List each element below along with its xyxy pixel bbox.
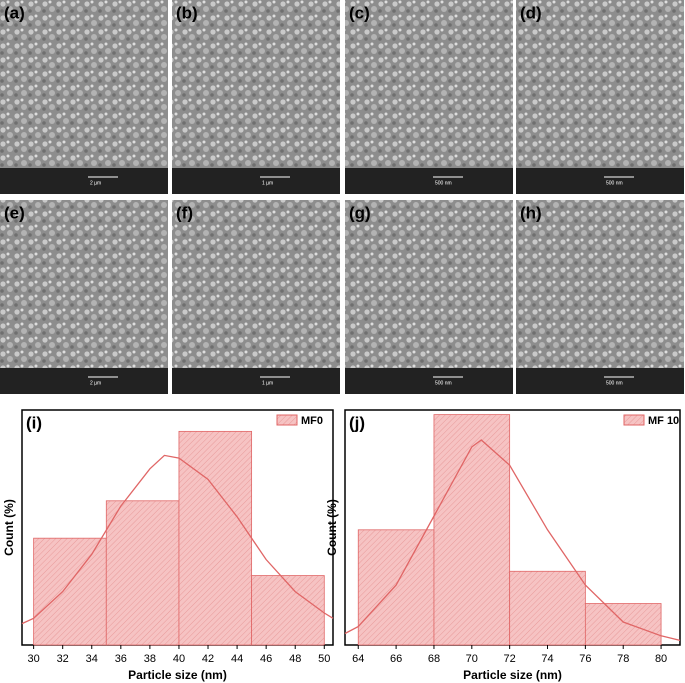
sem-info-bar	[0, 368, 168, 394]
x-tick-label: 50	[318, 653, 330, 665]
sem-image	[345, 0, 513, 194]
legend-label: MF0	[301, 415, 323, 427]
panel-label: (g)	[349, 203, 371, 222]
sem-scale: 2 µm	[90, 180, 101, 186]
sem-scale: 1 µm	[262, 380, 273, 386]
bar	[33, 537, 107, 646]
panel-label: (a)	[4, 3, 25, 22]
sem-scale: 500 nm	[606, 380, 623, 386]
legend-swatch	[276, 414, 298, 426]
bar	[357, 529, 435, 646]
x-tick-label: 78	[617, 653, 629, 665]
sem-scale: 500 nm	[435, 380, 452, 386]
panel-label: (c)	[349, 3, 370, 22]
sem-info-bar	[516, 368, 684, 394]
x-tick-label: 42	[202, 653, 214, 665]
panel-label: (f)	[176, 203, 193, 222]
sem-image	[172, 0, 340, 194]
x-tick-label: 68	[428, 653, 440, 665]
bar	[105, 500, 180, 646]
x-tick-label: 80	[655, 653, 667, 665]
bar	[509, 570, 586, 646]
panel-label: (h)	[520, 203, 542, 222]
x-tick-label: 74	[541, 653, 553, 665]
legend-label: MF 10	[648, 415, 679, 427]
bar	[584, 603, 662, 646]
fit-curve	[21, 454, 334, 625]
x-tick-label: 32	[57, 653, 69, 665]
x-axis-title: Particle size (nm)	[463, 668, 562, 682]
panel-label: (j)	[349, 413, 365, 432]
sem-info-bar	[172, 168, 340, 194]
x-tick-label: 36	[115, 653, 127, 665]
x-tick-label: 46	[260, 653, 272, 665]
sem-info-bar	[0, 168, 168, 194]
sem-info-bar	[345, 168, 513, 194]
sem-info-bar	[516, 168, 684, 194]
sem-image	[0, 0, 168, 194]
x-tick-label: 34	[86, 653, 98, 665]
sem-info-bar	[345, 368, 513, 394]
x-axis-title: Particle size (nm)	[128, 668, 227, 682]
y-axis-title: Count (%)	[2, 499, 16, 556]
sem-image	[0, 200, 168, 394]
panel-label: (i)	[26, 413, 42, 432]
sem-scale: 500 nm	[606, 180, 623, 186]
x-tick-label: 40	[173, 653, 185, 665]
panel-label: (b)	[176, 3, 198, 22]
sem-scale: 2 µm	[90, 380, 101, 386]
sem-info-bar	[172, 368, 340, 394]
sem-image	[516, 200, 684, 394]
fit-curve	[344, 439, 681, 642]
x-tick-label: 44	[231, 653, 243, 665]
sem-image	[345, 200, 513, 394]
x-tick-label: 66	[390, 653, 402, 665]
y-axis-title: Count (%)	[325, 499, 339, 556]
x-tick-label: 38	[144, 653, 156, 665]
bar	[251, 575, 325, 646]
sem-image	[516, 0, 684, 194]
x-tick-label: 72	[504, 653, 516, 665]
sem-scale: 1 µm	[262, 180, 273, 186]
x-tick-label: 70	[466, 653, 478, 665]
x-tick-label: 30	[28, 653, 40, 665]
x-tick-label: 48	[289, 653, 301, 665]
bar	[433, 414, 511, 646]
sem-scale: 500 nm	[435, 180, 452, 186]
panel-label: (d)	[520, 3, 542, 22]
x-tick-label: 76	[579, 653, 591, 665]
legend-swatch	[623, 414, 645, 426]
panel-label: (e)	[4, 203, 25, 222]
sem-image	[172, 200, 340, 394]
bar	[178, 430, 253, 646]
x-tick-label: 64	[352, 653, 364, 665]
